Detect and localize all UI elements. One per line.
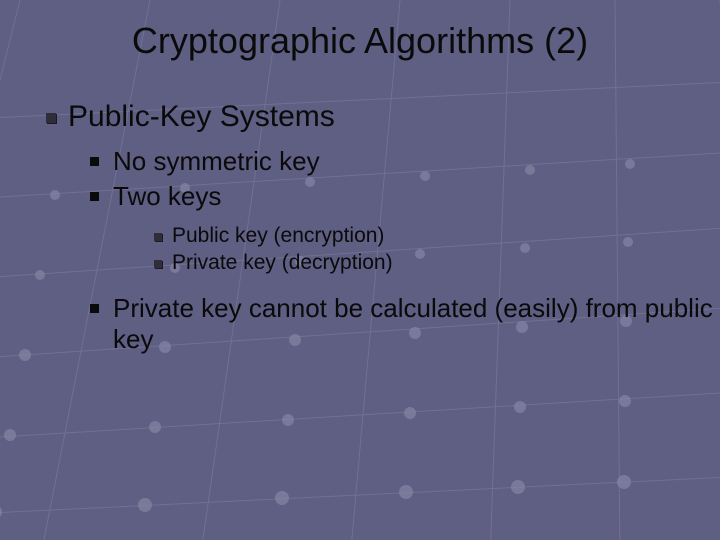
slide-content: Cryptographic Algorithms (2) Public-Key … (0, 0, 720, 355)
bullet-lvl2: No symmetric key (90, 146, 720, 177)
bullet-text: Public key (encryption) (172, 224, 384, 248)
bullet-square-icon (46, 113, 56, 123)
bullet-lvl3: Public key (encryption) (154, 224, 720, 248)
bullet-text: Public-Key Systems (68, 100, 335, 134)
bullet-square-icon (154, 260, 162, 268)
bullet-square-icon (90, 157, 99, 166)
bullet-lvl1: Public-Key Systems (46, 100, 720, 134)
bullet-square-icon (90, 192, 99, 201)
bullet-text: Private key cannot be calculated (easily… (113, 293, 720, 355)
bullet-text: No symmetric key (113, 146, 320, 177)
bullet-lvl2: Private key cannot be calculated (easily… (90, 293, 720, 355)
bullet-square-icon (154, 233, 162, 241)
bullet-square-icon (90, 304, 99, 313)
bullet-lvl2: Two keys (90, 181, 720, 212)
slide-title: Cryptographic Algorithms (2) (0, 20, 720, 62)
bullet-text: Two keys (113, 181, 221, 212)
bullet-lvl3: Private key (decryption) (154, 251, 720, 275)
bullet-text: Private key (decryption) (172, 251, 393, 275)
